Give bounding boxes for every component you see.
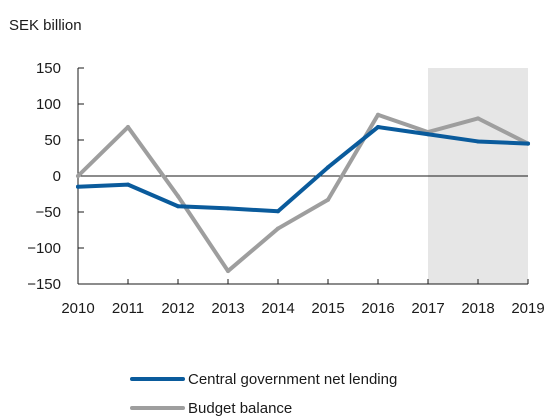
y-tick-label: 50: [44, 132, 61, 149]
data-point-budget-balance: [376, 112, 380, 117]
data-point-budget-balance: [326, 197, 330, 202]
y-tick-label: 0: [53, 168, 61, 185]
x-tick-label: 2018: [461, 300, 494, 317]
y-tick-label: −100: [27, 240, 61, 257]
data-point-budget-balance: [126, 125, 130, 130]
data-point-central-government-net-lending: [276, 209, 280, 214]
legend: Central government net lending Budget bal…: [130, 371, 397, 417]
y-tick-label: −150: [27, 276, 61, 293]
y-unit-label: SEK billion: [9, 17, 82, 34]
legend-label-budget-balance: Budget balance: [188, 400, 292, 417]
data-point-central-government-net-lending: [526, 141, 530, 146]
data-point-budget-balance: [476, 116, 480, 121]
data-point-central-government-net-lending: [326, 165, 330, 170]
data-point-budget-balance: [176, 194, 180, 199]
data-point-central-government-net-lending: [226, 206, 230, 211]
data-point-budget-balance: [226, 269, 230, 274]
data-point-budget-balance: [276, 226, 280, 231]
x-tick-label: 2014: [261, 300, 294, 317]
data-point-central-government-net-lending: [426, 132, 430, 137]
y-tick-label: 150: [36, 60, 61, 77]
x-tick-label: 2012: [161, 300, 194, 317]
y-tick-label: 100: [36, 96, 61, 113]
x-tick-label: 2013: [211, 300, 244, 317]
data-point-central-government-net-lending: [126, 182, 130, 187]
x-tick-label: 2019: [511, 300, 544, 317]
legend-label-central-government-net-lending: Central government net lending: [188, 371, 397, 388]
series-line-central-government-net-lending: [76, 125, 530, 214]
x-tick-label: 2015: [311, 300, 344, 317]
data-point-central-government-net-lending: [476, 139, 480, 144]
series-line-budget-balance: [76, 112, 530, 274]
x-tick-label: 2011: [112, 300, 144, 317]
x-tick-label: 2017: [411, 300, 444, 317]
x-tick-label: 2010: [61, 300, 94, 317]
y-tick-label: −50: [36, 204, 61, 221]
data-point-central-government-net-lending: [176, 204, 180, 209]
data-point-central-government-net-lending: [76, 184, 80, 189]
data-point-budget-balance: [76, 174, 80, 178]
x-tick-label: 2016: [361, 300, 394, 317]
data-point-central-government-net-lending: [376, 125, 380, 130]
